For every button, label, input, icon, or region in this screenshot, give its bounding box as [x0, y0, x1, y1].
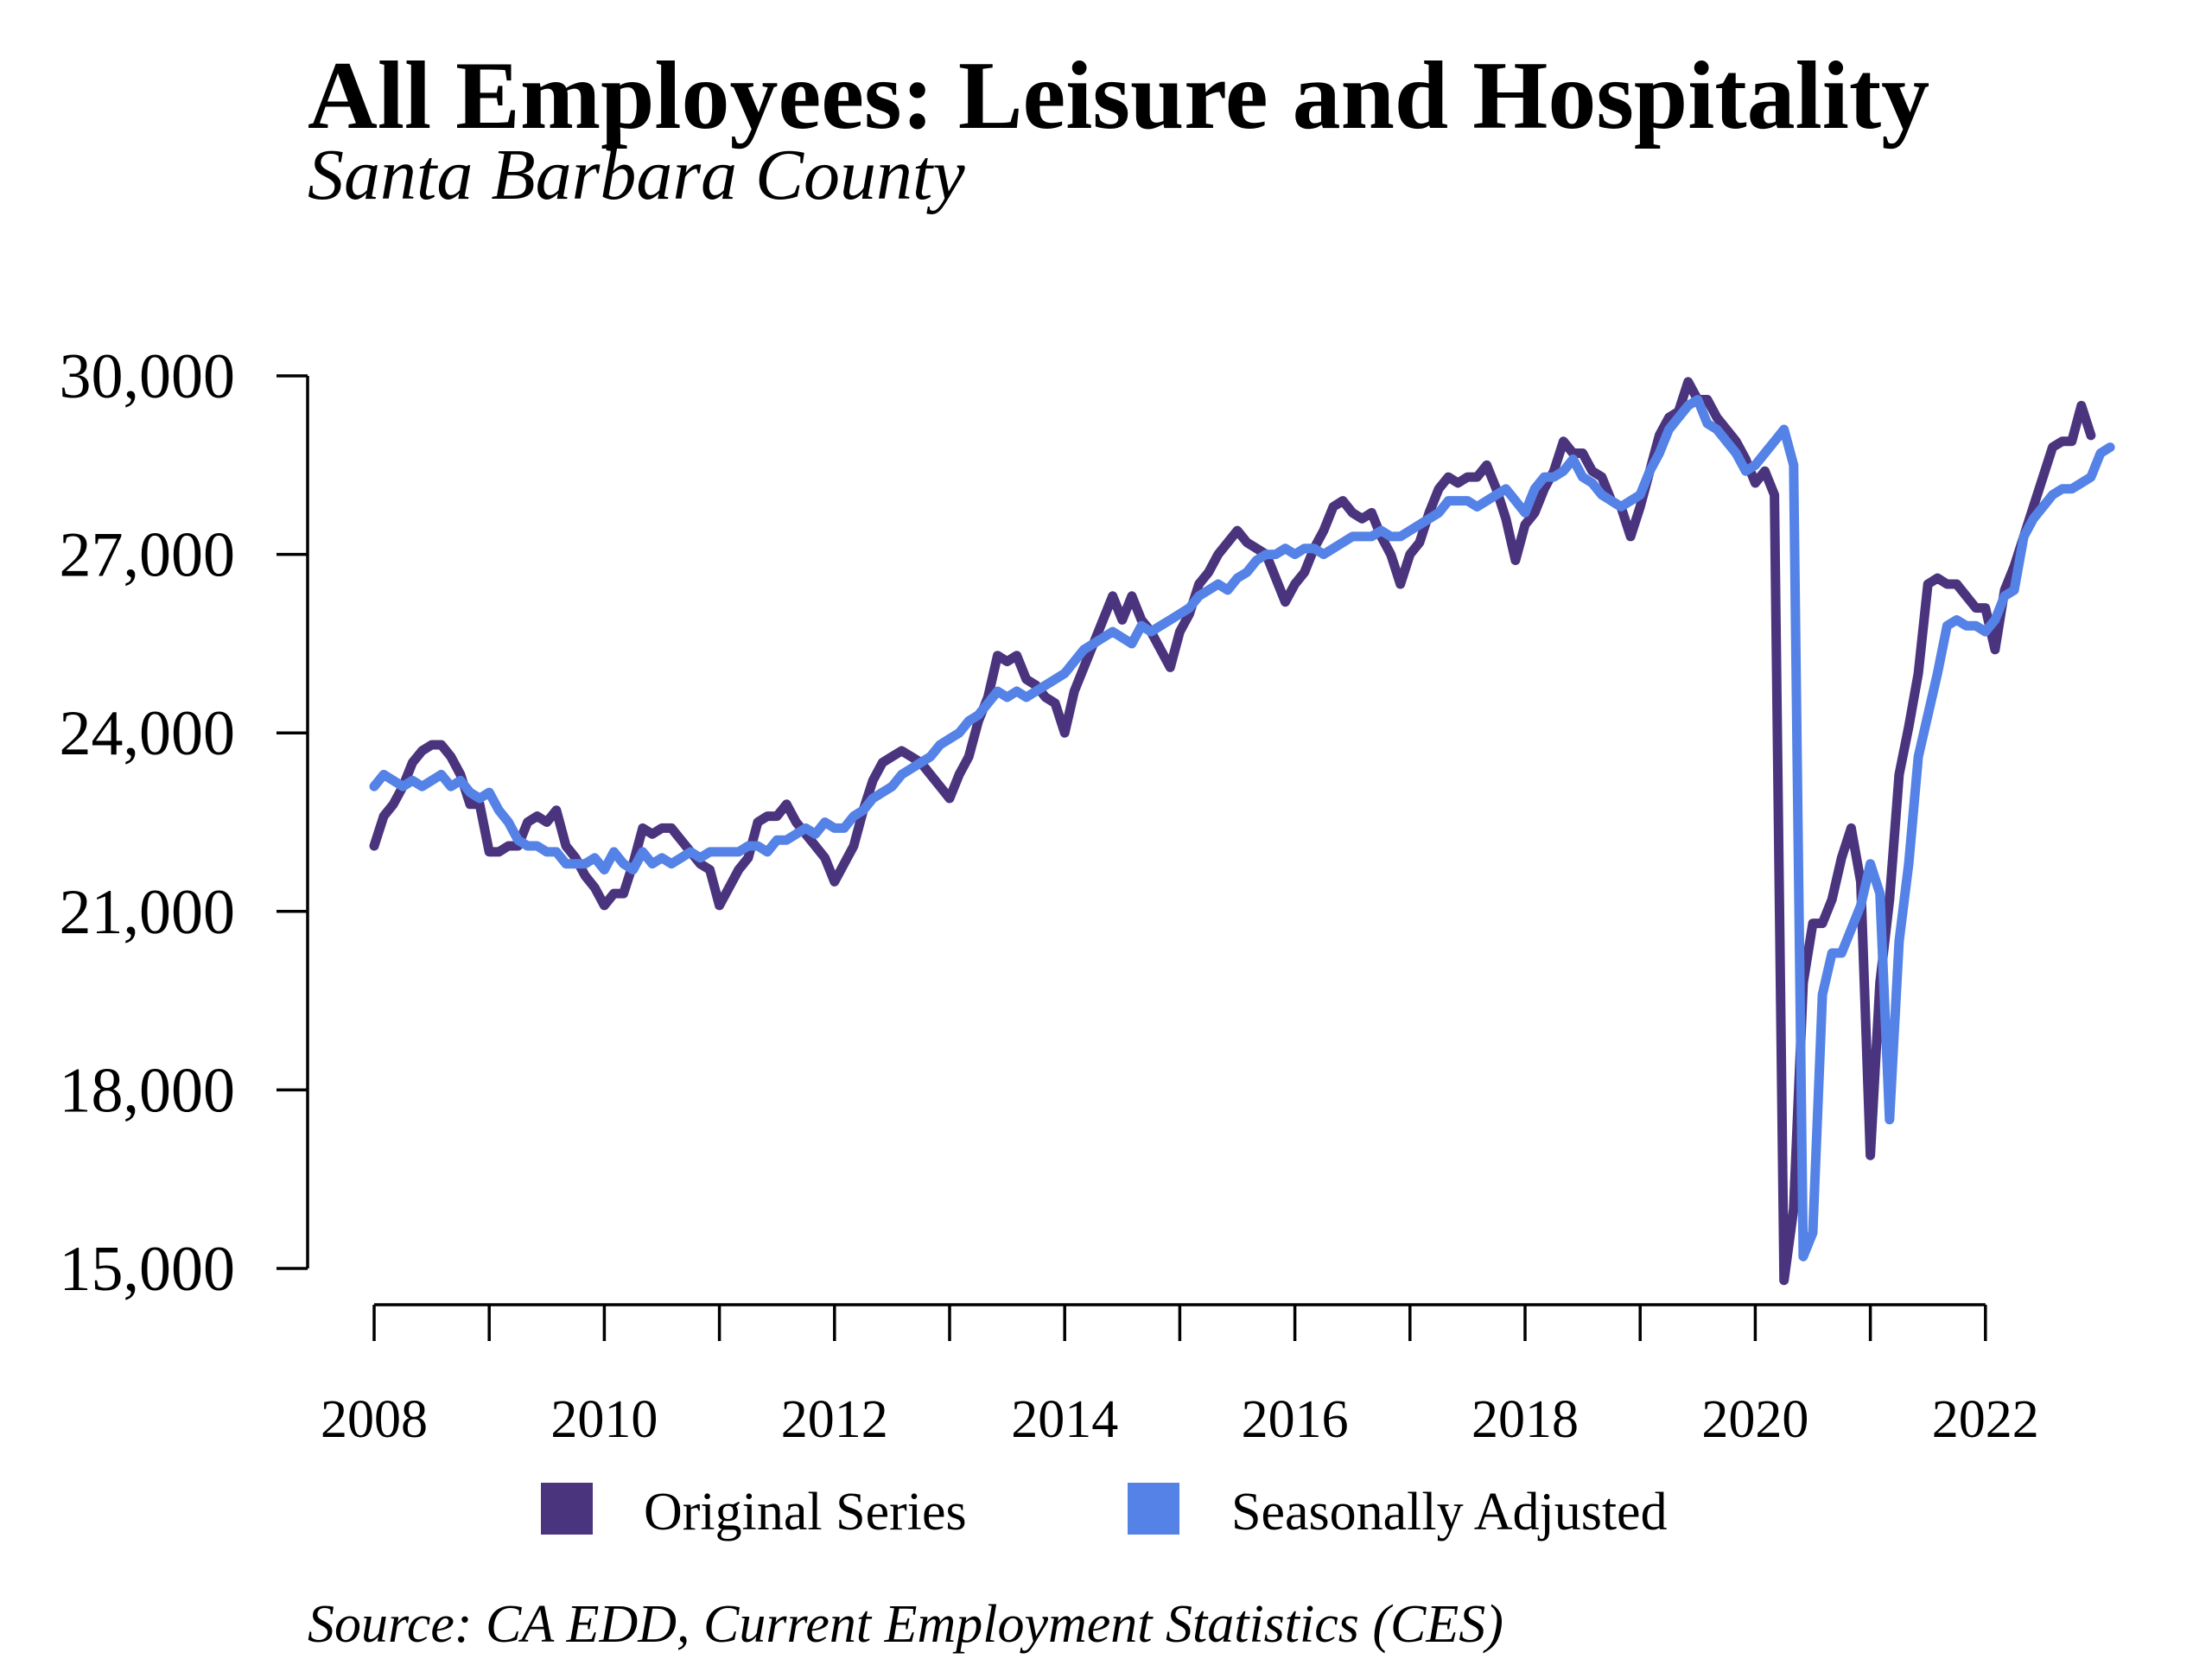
y-tick-label: 21,000: [60, 877, 236, 948]
x-tick-label: 2020: [1701, 1390, 1808, 1449]
x-tick-label: 2018: [1471, 1390, 1579, 1449]
legend-label-original: Original Series: [644, 1483, 967, 1541]
x-tick-label: 2022: [1932, 1390, 2039, 1449]
y-tick-label: 15,000: [60, 1234, 236, 1305]
series-layer: [369, 377, 2115, 1286]
x-axis: 2008 2010 2012 2014 2016 2018 2020 2022: [321, 1303, 2039, 1449]
series-line-original: [369, 377, 2096, 1286]
series-line-seasonally-adjusted: [369, 395, 2115, 1262]
x-tick-label: 2012: [781, 1390, 888, 1449]
y-tick-label: 30,000: [60, 341, 236, 412]
y-tick-label: 27,000: [60, 520, 236, 591]
x-tick-label: 2008: [321, 1390, 428, 1449]
legend-label-seasonally-adjusted: Seasonally Adjusted: [1231, 1483, 1668, 1541]
legend-swatch-seasonally-adjusted: [1128, 1483, 1179, 1535]
legend: Original Series Seasonally Adjusted: [541, 1483, 1668, 1541]
y-tick-label: 24,000: [60, 698, 236, 769]
y-axis: 30,000 27,000 24,000 21,000 18,000 15,000: [60, 341, 309, 1305]
chart-title: All Employees: Leisure and Hospitality: [308, 42, 1929, 149]
x-tick-label: 2010: [550, 1390, 658, 1449]
chart-subtitle: Santa Barbara County: [308, 135, 965, 215]
legend-swatch-original: [541, 1483, 593, 1535]
source-note: Source: CA EDD, Current Employment Stati…: [308, 1595, 1503, 1654]
x-tick-label: 2016: [1242, 1390, 1349, 1449]
y-tick-label: 18,000: [60, 1055, 236, 1126]
x-tick-label: 2014: [1011, 1390, 1118, 1449]
